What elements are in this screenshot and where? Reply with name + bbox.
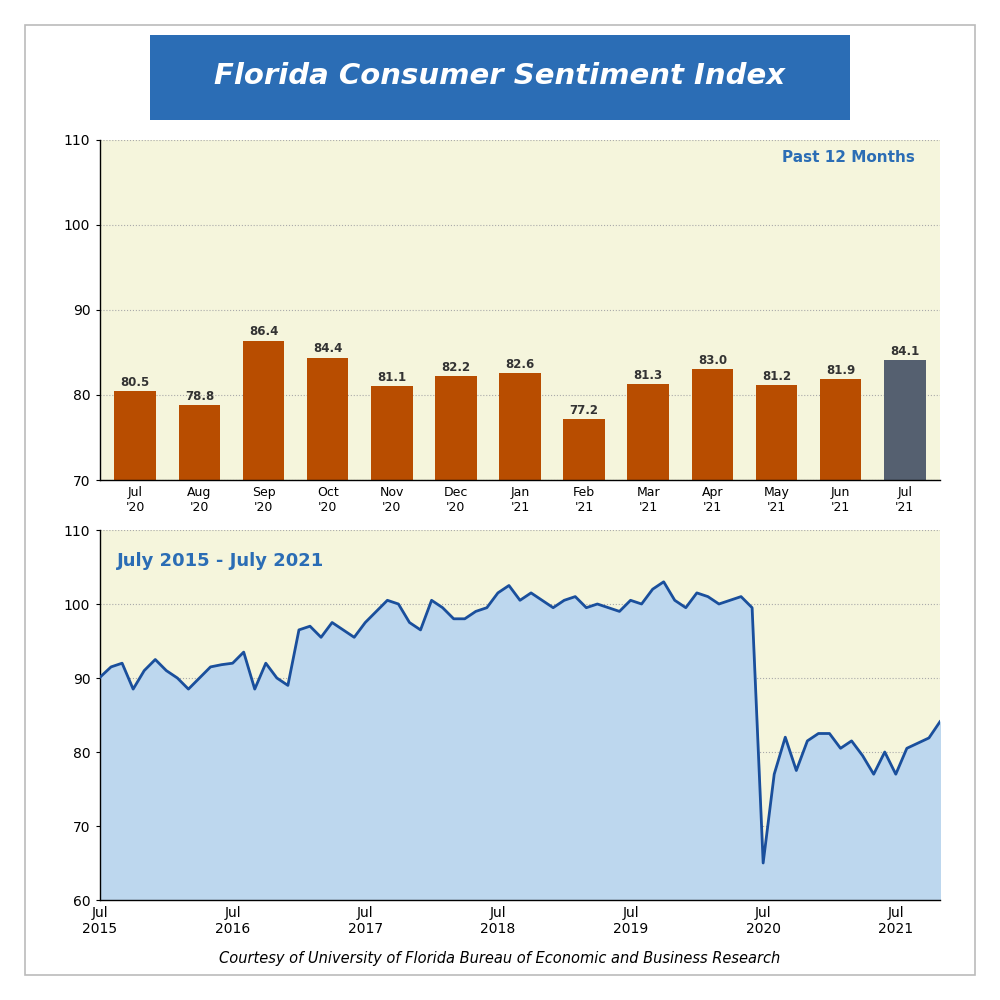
Text: 78.8: 78.8 — [185, 390, 214, 403]
Text: 80.5: 80.5 — [121, 376, 150, 389]
Bar — [307, 358, 348, 1000]
Bar — [114, 391, 156, 1000]
Bar — [243, 341, 284, 1000]
Text: 82.2: 82.2 — [441, 361, 470, 374]
Text: 81.1: 81.1 — [377, 371, 406, 384]
Text: 82.6: 82.6 — [505, 358, 535, 371]
Text: July 2015 - July 2021: July 2015 - July 2021 — [117, 552, 324, 570]
Bar — [435, 376, 477, 1000]
Bar — [499, 373, 541, 1000]
Text: 81.9: 81.9 — [826, 364, 855, 377]
Text: 86.4: 86.4 — [249, 325, 278, 338]
Bar — [371, 386, 413, 1000]
Text: 77.2: 77.2 — [570, 404, 599, 417]
Text: 84.1: 84.1 — [890, 345, 919, 358]
Bar — [756, 385, 797, 1000]
Bar — [884, 360, 926, 1000]
Bar — [820, 379, 861, 1000]
Text: Courtesy of University of Florida Bureau of Economic and Business Research: Courtesy of University of Florida Bureau… — [219, 950, 781, 966]
Text: 81.3: 81.3 — [634, 369, 663, 382]
Bar — [179, 405, 220, 1000]
Text: 81.2: 81.2 — [762, 370, 791, 383]
Bar — [627, 384, 669, 1000]
Bar — [692, 369, 733, 1000]
Bar — [563, 419, 605, 1000]
Text: Florida Consumer Sentiment Index: Florida Consumer Sentiment Index — [214, 62, 786, 90]
Text: Past 12 Months: Past 12 Months — [782, 150, 915, 165]
Text: 84.4: 84.4 — [313, 342, 342, 355]
FancyBboxPatch shape — [122, 32, 878, 123]
Text: 83.0: 83.0 — [698, 354, 727, 367]
